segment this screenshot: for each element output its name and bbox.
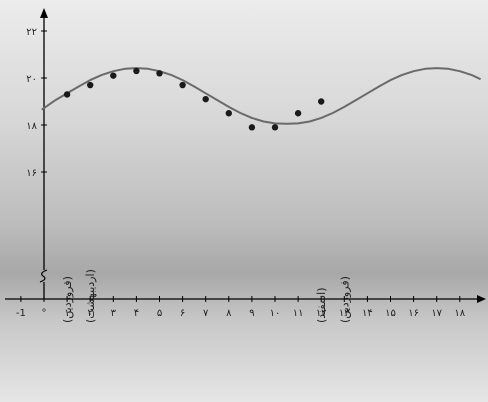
month-annotation: (اردیبهشت) bbox=[84, 269, 97, 323]
x-tick-label: ١۶ bbox=[408, 308, 419, 319]
x-tick-label: ٩ bbox=[249, 308, 254, 319]
data-point bbox=[156, 70, 163, 77]
data-point bbox=[87, 81, 94, 89]
x-tick-label: ۵ bbox=[157, 308, 162, 319]
y-tick-label: ٢٠ bbox=[26, 74, 37, 85]
x-tick-label: ١٨ bbox=[454, 308, 465, 319]
x-tick-label: ١ bbox=[64, 308, 69, 319]
month-annotation: (فروردین) bbox=[338, 276, 351, 323]
data-point bbox=[133, 67, 140, 75]
month-annotation: (فروردین) bbox=[61, 276, 74, 323]
data-point bbox=[294, 110, 302, 117]
y-axis-arrow bbox=[40, 8, 48, 18]
data-point bbox=[225, 110, 232, 117]
tick-marks bbox=[20, 30, 461, 302]
x-tick-label: ١٢ bbox=[316, 308, 327, 319]
x-tick-label: ٣ bbox=[111, 308, 117, 319]
annotations-layer: (فروردین) (اردیبهشت) (اسفند) (فروردین) bbox=[61, 269, 351, 323]
x-tick-label: ۶ bbox=[180, 308, 185, 319]
x-tick-label: ١۴ bbox=[362, 308, 373, 319]
x-axis-arrow bbox=[477, 295, 486, 303]
x-tick-label: ۴ bbox=[134, 308, 139, 319]
x-tick-label: ° bbox=[42, 308, 47, 319]
x-tick-label: ٧ bbox=[203, 308, 209, 319]
x-tick-label: ١١ bbox=[293, 308, 304, 319]
x-tick-label: ١٠ bbox=[270, 308, 281, 319]
data-point bbox=[248, 124, 256, 131]
curve-layer bbox=[41, 67, 482, 125]
x-tick-label: ٨ bbox=[226, 308, 232, 319]
month-annotation: (اسفند) bbox=[315, 287, 328, 323]
data-point bbox=[202, 95, 209, 103]
x-tick-label: ٢ bbox=[88, 308, 93, 319]
model-curve bbox=[41, 67, 482, 125]
y-tick-label: ١٨ bbox=[26, 121, 37, 132]
y-axis-break bbox=[39, 269, 48, 283]
y-tick-label: ٢٢ bbox=[26, 27, 37, 38]
y-tick-label: ١۶ bbox=[26, 168, 37, 179]
x-tick-label: ١٣ bbox=[339, 308, 350, 319]
x-tick-label: ١٧ bbox=[431, 308, 442, 319]
data-point bbox=[63, 91, 71, 98]
axes bbox=[5, 8, 486, 303]
data-point bbox=[179, 81, 186, 89]
data-point bbox=[318, 98, 325, 105]
data-point bbox=[110, 72, 117, 79]
x-tick-label: -1 bbox=[16, 308, 26, 319]
data-point bbox=[271, 124, 279, 131]
x-tick-label: ١۵ bbox=[385, 308, 396, 319]
points-layer bbox=[63, 67, 325, 131]
